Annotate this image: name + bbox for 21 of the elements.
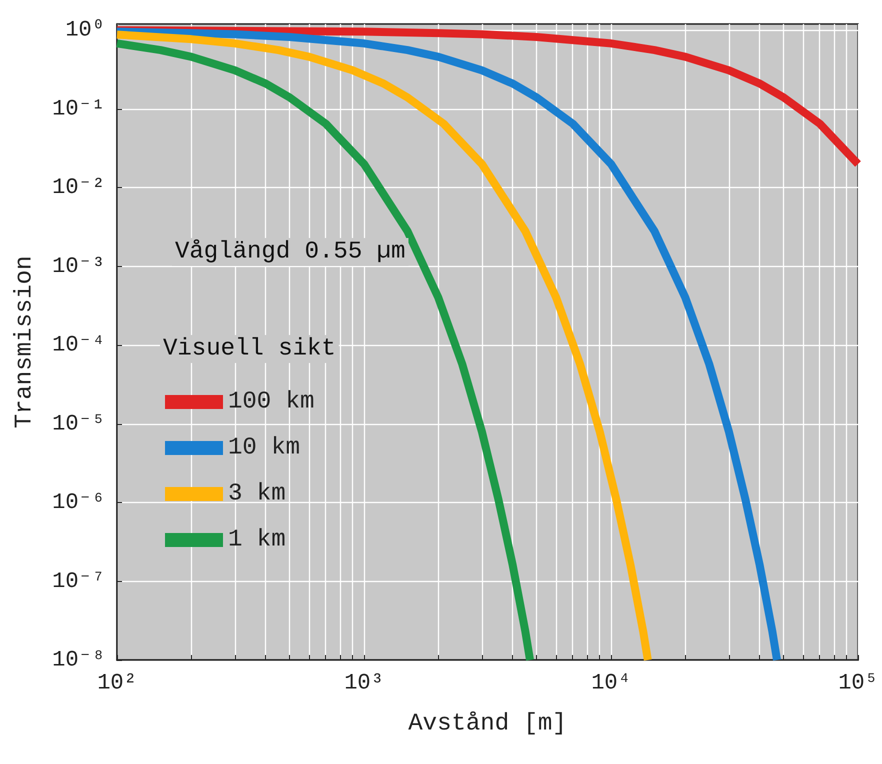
legend-title: Visuell sikt bbox=[163, 336, 336, 362]
legend-label: 1 km bbox=[228, 526, 286, 554]
legend-label: 100 km bbox=[228, 388, 314, 416]
legend-label: 3 km bbox=[228, 480, 286, 508]
legend-label: 10 km bbox=[228, 434, 300, 462]
y-tick-label: 10⁻⁸ bbox=[52, 648, 105, 672]
annotation: Våglängd 0.55 µm bbox=[175, 238, 406, 266]
x-axis-title: Avstånd [m] bbox=[408, 710, 567, 738]
x-tick-label: 10⁴ bbox=[591, 670, 631, 696]
y-tick-label: 10⁻⁶ bbox=[52, 490, 105, 516]
y-tick-label: 10⁻¹ bbox=[52, 96, 105, 122]
y-tick-label: 10⁻⁵ bbox=[52, 411, 105, 436]
x-tick-label: 10² bbox=[97, 670, 137, 696]
y-tick-label: 10⁻⁷ bbox=[52, 568, 105, 594]
y-tick-label: 10⁻⁴ bbox=[52, 332, 105, 358]
y-tick-label: 10⁻³ bbox=[52, 254, 105, 279]
x-tick-label: 10⁵ bbox=[838, 670, 878, 696]
y-tick-label: 10⁻² bbox=[52, 175, 105, 200]
x-tick-label: 10³ bbox=[344, 670, 384, 696]
y-tick-label: 10⁰ bbox=[65, 18, 105, 43]
y-axis-title: Transmission bbox=[12, 256, 38, 428]
